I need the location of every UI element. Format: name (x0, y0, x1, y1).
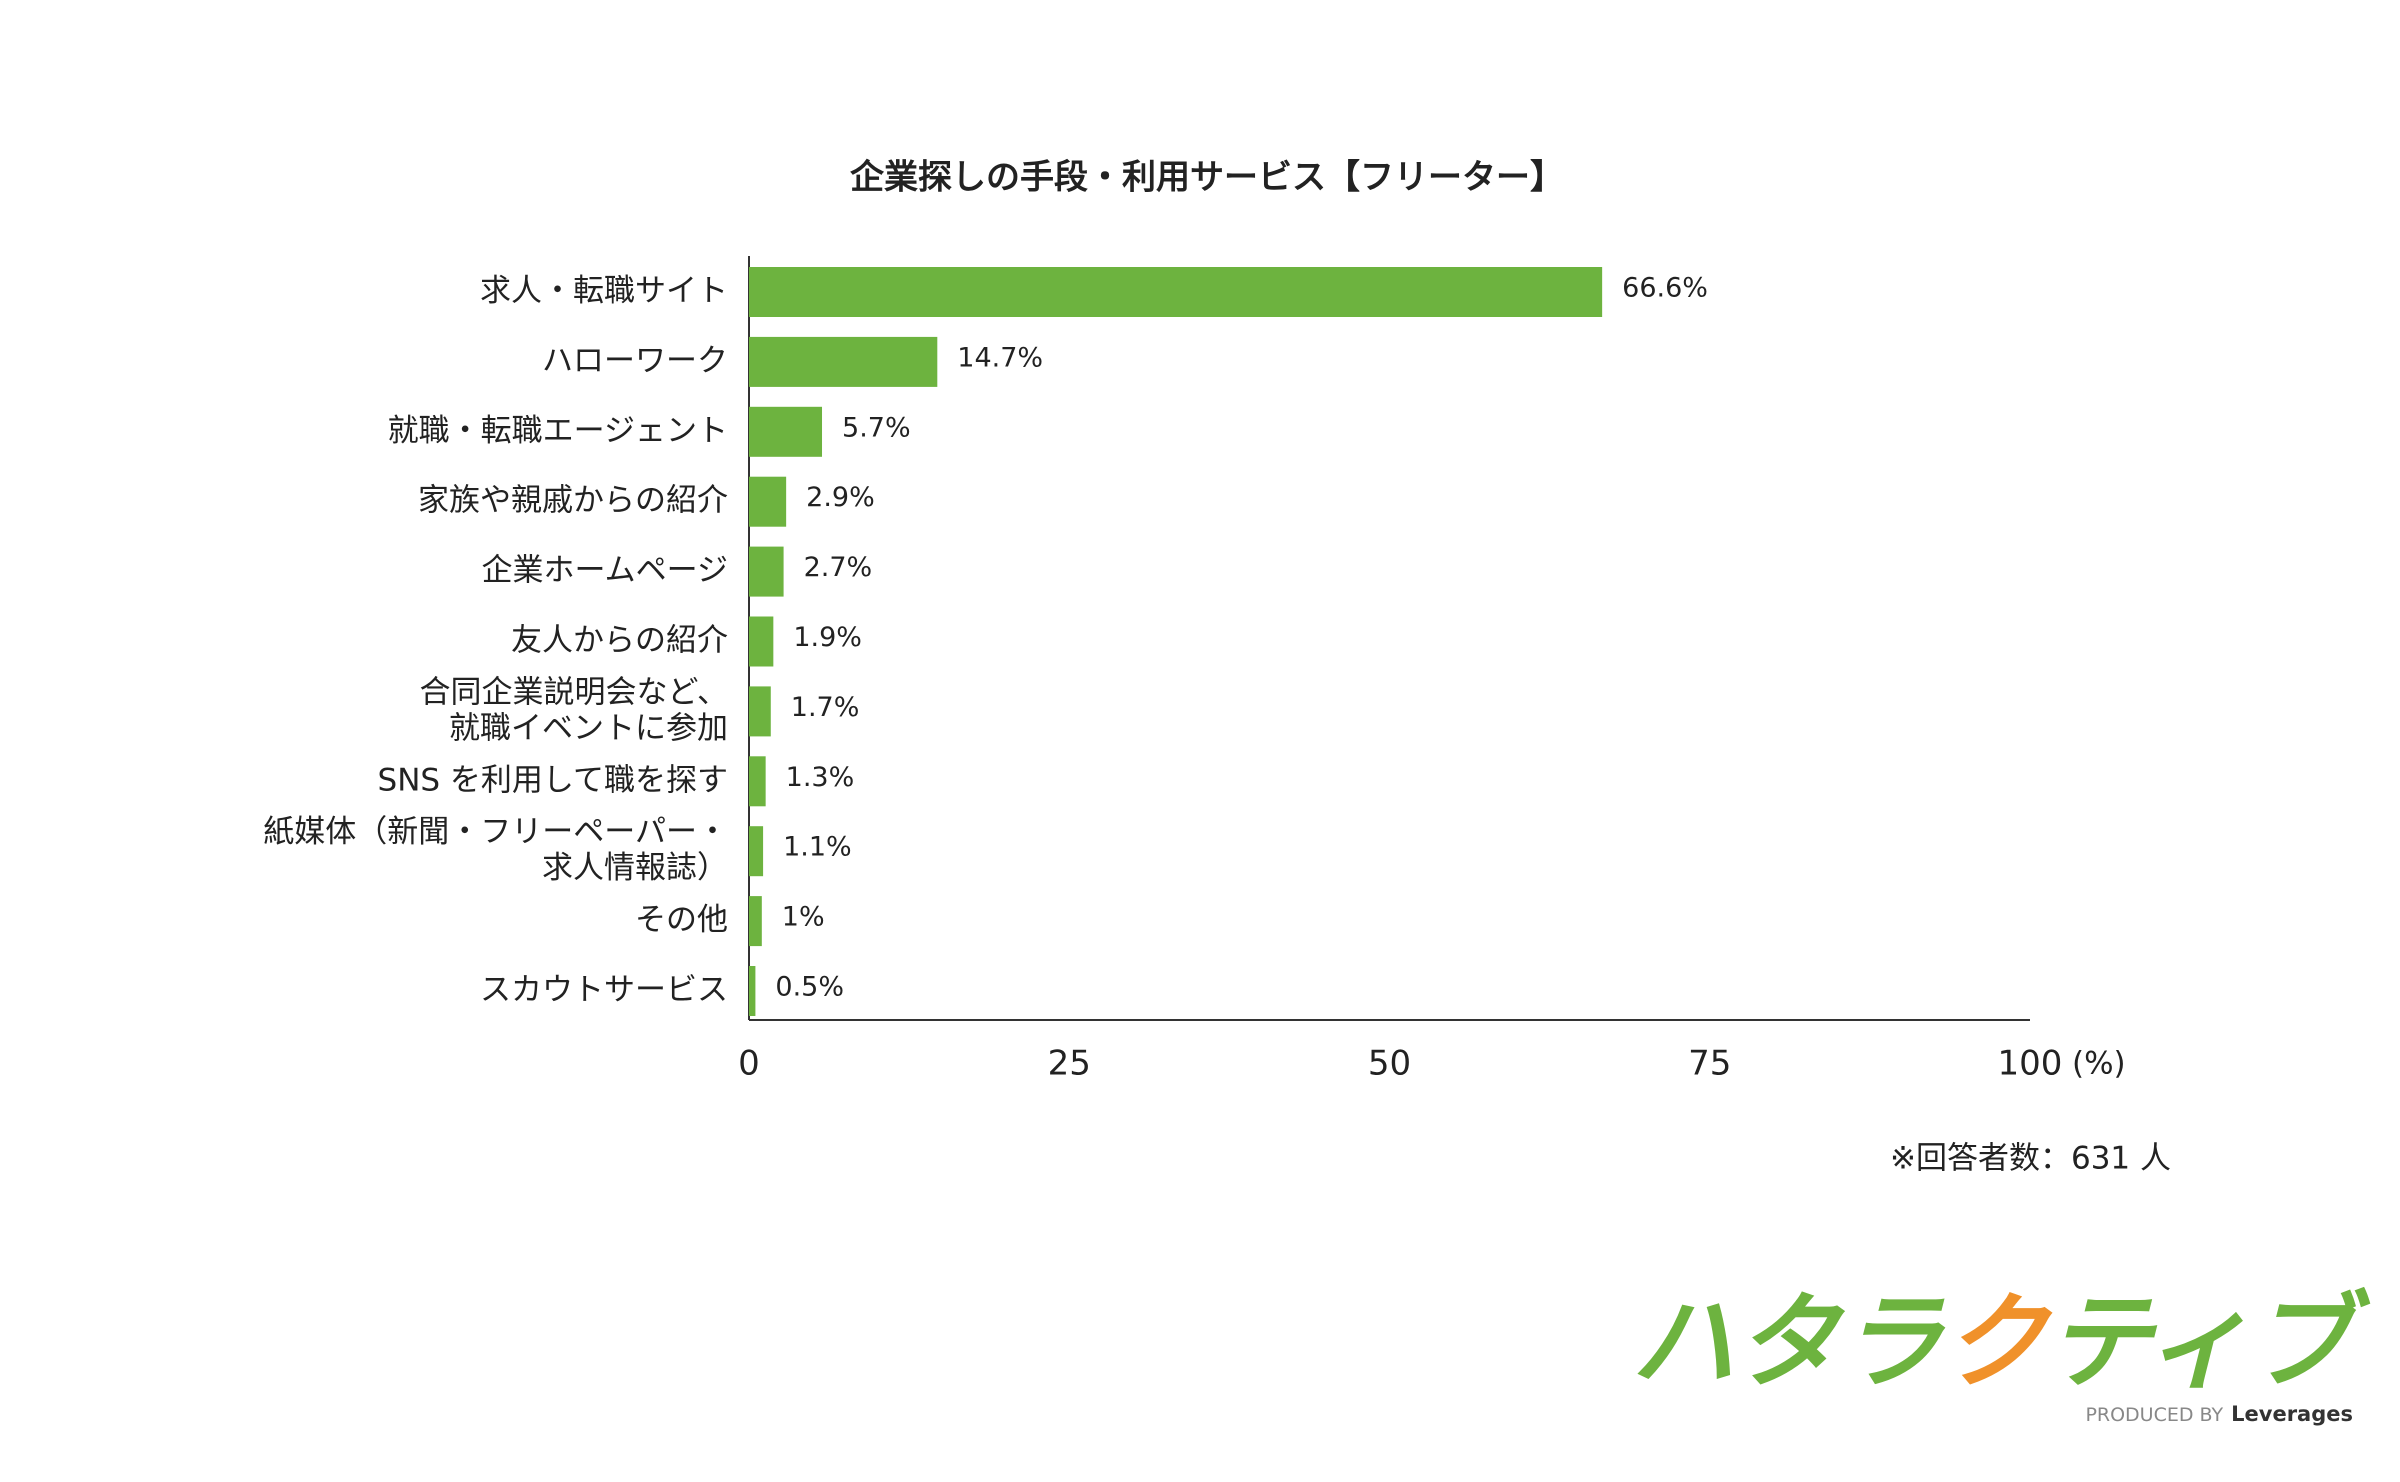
value-label: 66.6% (1622, 273, 1708, 304)
y-tick-label: 企業ホームページ (482, 552, 728, 588)
note: ※回答者数：631 人 (1890, 1141, 2171, 1177)
bar (749, 406, 823, 457)
value-label: 5.7% (842, 412, 911, 443)
logo-part: ク (1943, 1281, 2053, 1403)
y-tick-label: 紙媒体（新聞・フリーペーパー・求人情報誌） (263, 814, 728, 886)
y-tick-label: その他 (635, 902, 728, 938)
bar (749, 686, 771, 737)
produced-by: PRODUCED BY (2085, 1404, 2223, 1426)
value-label: 0.5% (775, 972, 844, 1003)
logo: ハタラクティブ (1631, 1281, 2371, 1403)
bar (749, 756, 766, 807)
y-tick-label: 求人・転職サイト (480, 273, 728, 309)
x-tick-label: 75 (1688, 1044, 1731, 1084)
y-tick-label: ハローワーク (542, 342, 728, 378)
logo-part: ハタラ (1631, 1281, 1946, 1403)
bar (749, 616, 774, 667)
bar (749, 546, 784, 597)
value-label: 1.1% (783, 832, 852, 863)
value-label: 2.9% (806, 482, 875, 513)
x-tick-label: 50 (1368, 1044, 1411, 1084)
value-label: 1.3% (786, 762, 855, 793)
value-label: 1.9% (793, 622, 862, 653)
x-axis-label: (%) (2072, 1046, 2126, 1082)
bar (749, 966, 756, 1016)
y-tick-label: 友人からの紹介 (511, 622, 728, 658)
y-tick-label: スカウトサービス (480, 972, 728, 1008)
y-tick-label: SNS を利用して職を探す (378, 762, 728, 798)
x-tick-label: 25 (1048, 1044, 1091, 1084)
y-tick-label: 就職・転職エージェント (388, 412, 728, 448)
bar (749, 267, 1603, 317)
chart-title: 企業探しの手段・利用サービス【フリーター】 (850, 158, 1564, 198)
value-label: 1% (782, 902, 825, 933)
y-tick-label: 合同企業説明会など、就職イベントに参加 (420, 674, 728, 746)
logo-credit: PRODUCED BY Leverages (2085, 1402, 2353, 1426)
value-label: 14.7% (957, 342, 1043, 373)
bar (749, 896, 762, 947)
bar (749, 336, 938, 387)
value-label: 2.7% (804, 552, 873, 583)
brand: Leverages (2231, 1402, 2353, 1426)
y-tick-label: 家族や親戚からの紹介 (418, 482, 728, 518)
value-label: 1.7% (791, 692, 860, 723)
x-tick-label: 0 (738, 1044, 760, 1084)
logo-part: ティブ (2047, 1281, 2371, 1403)
bar (749, 826, 764, 877)
x-tick-label: 100 (1998, 1044, 2063, 1084)
bar (749, 476, 787, 527)
